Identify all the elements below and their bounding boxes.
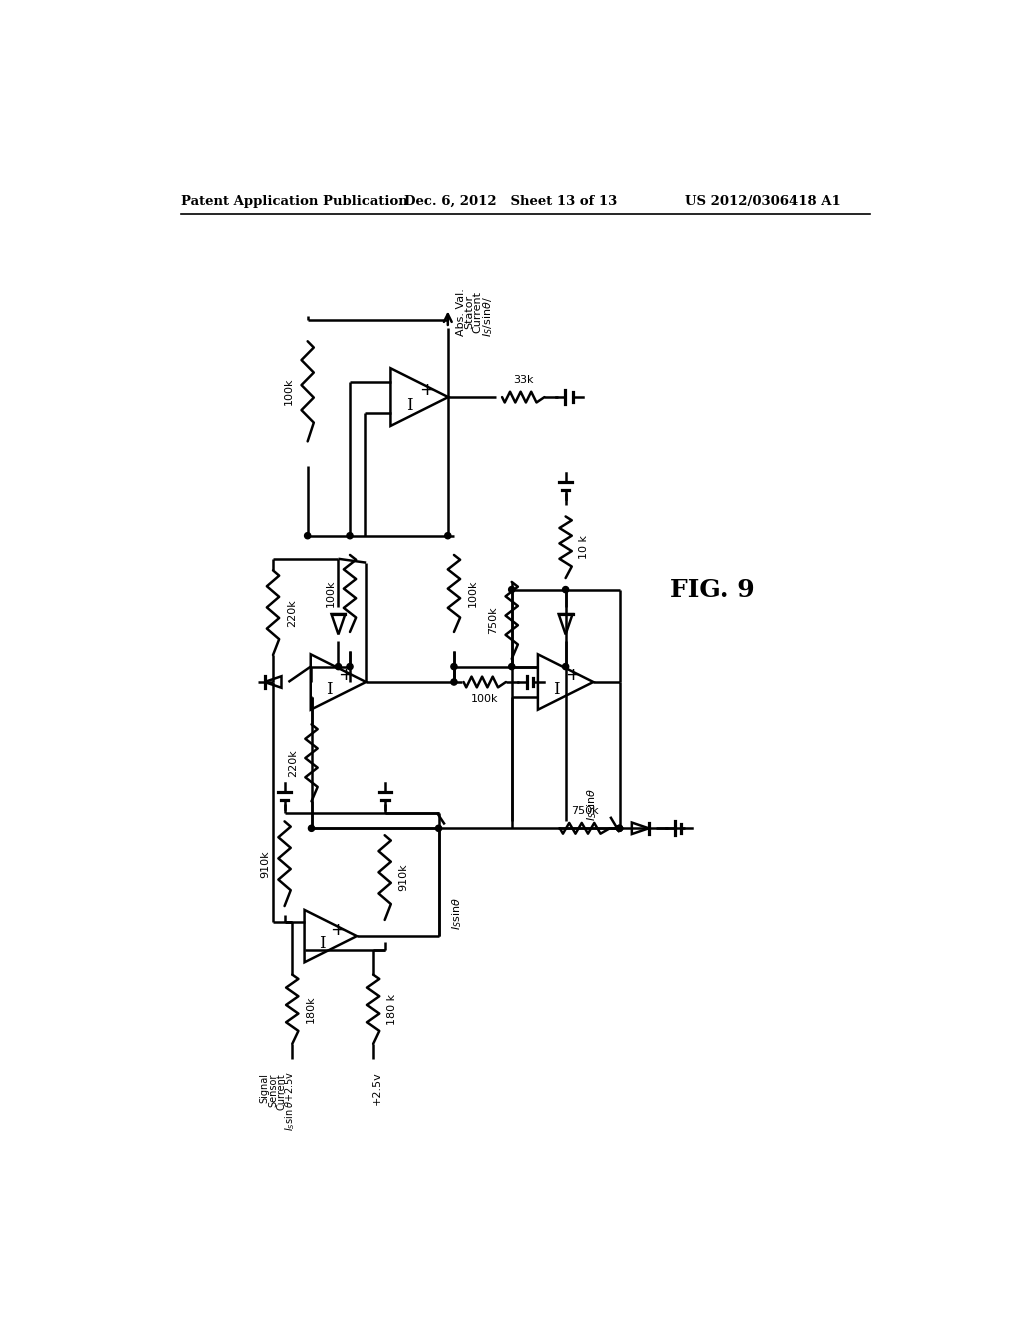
- Text: 100k: 100k: [471, 694, 499, 705]
- Text: Current: Current: [472, 292, 482, 334]
- Text: $I_S$sin$\theta$: $I_S$sin$\theta$: [586, 788, 599, 821]
- Circle shape: [562, 664, 568, 669]
- Text: 100k: 100k: [468, 579, 478, 607]
- Circle shape: [336, 664, 342, 669]
- Circle shape: [347, 532, 353, 539]
- Circle shape: [562, 586, 568, 593]
- Text: Stator: Stator: [464, 296, 474, 330]
- Text: $I_S\sin\theta$+2.5v: $I_S\sin\theta$+2.5v: [283, 1071, 297, 1131]
- Circle shape: [304, 532, 310, 539]
- Circle shape: [616, 825, 623, 832]
- Text: 100k: 100k: [327, 579, 336, 607]
- Circle shape: [509, 586, 515, 593]
- Text: 100k: 100k: [284, 378, 294, 405]
- Text: 910k: 910k: [261, 850, 270, 878]
- Circle shape: [509, 664, 515, 669]
- Text: +: +: [565, 667, 580, 684]
- Circle shape: [444, 532, 451, 539]
- Text: 220k: 220k: [288, 748, 298, 776]
- Text: 180 k: 180 k: [387, 994, 397, 1024]
- Circle shape: [616, 825, 623, 832]
- Text: 10 k: 10 k: [580, 535, 590, 560]
- Text: Patent Application Publication: Patent Application Publication: [180, 195, 408, 209]
- Text: +: +: [419, 381, 434, 399]
- Text: I: I: [407, 397, 413, 414]
- Text: 750k: 750k: [571, 807, 599, 816]
- Text: Current: Current: [276, 1073, 287, 1110]
- Text: US 2012/0306418 A1: US 2012/0306418 A1: [685, 195, 841, 209]
- Text: I: I: [318, 935, 326, 952]
- Text: FIG. 9: FIG. 9: [670, 578, 755, 602]
- Text: Signal: Signal: [259, 1073, 269, 1104]
- Text: +2.5v: +2.5v: [372, 1071, 382, 1105]
- Circle shape: [435, 825, 441, 832]
- Circle shape: [451, 678, 457, 685]
- Text: Dec. 6, 2012   Sheet 13 of 13: Dec. 6, 2012 Sheet 13 of 13: [403, 195, 617, 209]
- Text: $I_S$/sin$\theta$/: $I_S$/sin$\theta$/: [481, 296, 495, 337]
- Text: 33k: 33k: [513, 375, 534, 385]
- Text: I: I: [553, 681, 560, 698]
- Text: +: +: [338, 667, 353, 684]
- Text: 910k: 910k: [398, 863, 409, 891]
- Text: 750k: 750k: [487, 607, 498, 634]
- Text: Abs. Val.: Abs. Val.: [456, 289, 466, 337]
- Circle shape: [451, 664, 457, 669]
- Text: Sensor: Sensor: [268, 1073, 278, 1106]
- Text: $I_S$sin$\theta$: $I_S$sin$\theta$: [451, 896, 464, 929]
- Text: 220k: 220k: [287, 599, 297, 627]
- Text: 180k: 180k: [306, 995, 316, 1023]
- Text: I: I: [326, 681, 333, 698]
- Circle shape: [308, 825, 314, 832]
- Circle shape: [347, 664, 353, 669]
- Text: +: +: [330, 920, 345, 939]
